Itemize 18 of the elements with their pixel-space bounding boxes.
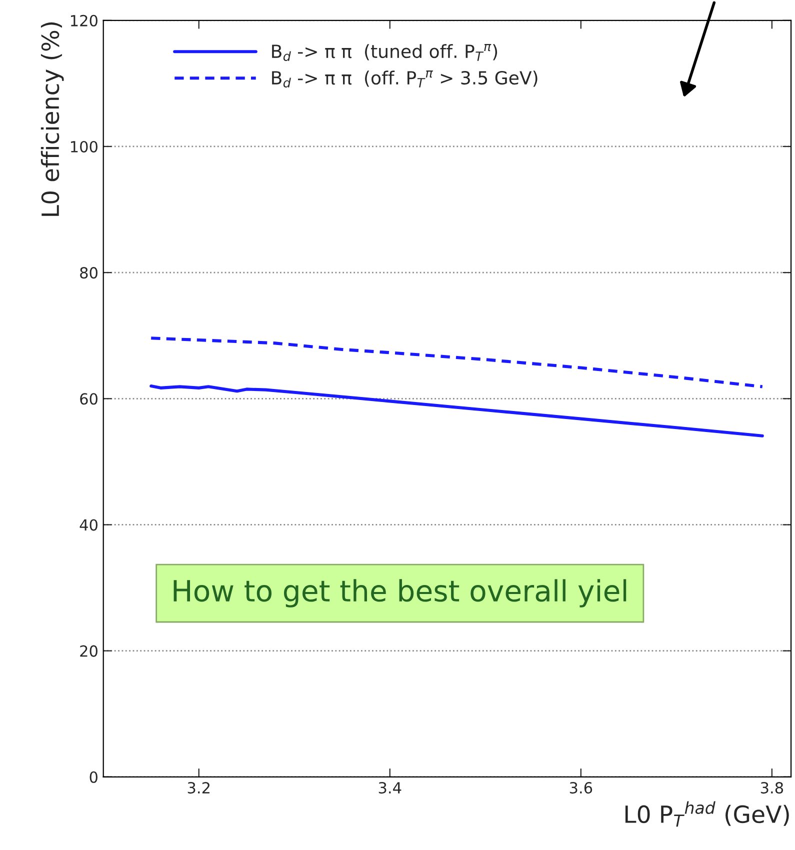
legend-label: B$_{d}$ -> π π (off. P$_{T}$$^{π}$ > 3.5 GeV): [272, 70, 538, 88]
legend-label: B$_{d}$ -> π π (tuned off. P$_{T}$$^{π}$): [272, 44, 498, 61]
x-tick-label: 3.2: [188, 782, 210, 794]
x-tick-label: 3.4: [378, 782, 402, 794]
x-tick-label: 3.6: [570, 782, 592, 794]
line-series: [150, 336, 764, 388]
line-series: [150, 384, 764, 438]
x-tick-label: 3.8: [760, 782, 784, 794]
y-tick-label: 0: [90, 771, 98, 783]
y-tick-label: 100: [71, 140, 98, 153]
y-tick-label: 60: [80, 393, 98, 405]
annotation: How to get the best overall yiel: [174, 579, 626, 608]
x-axis-title: L0 P$_{T}$$^{had}$ (GeV): [625, 801, 789, 827]
y-tick-label: 40: [80, 519, 98, 531]
y-tick-label: 80: [80, 267, 98, 279]
y-tick-label: 120: [71, 14, 98, 26]
y-axis-title: L0 efficiency (%): [40, 22, 64, 216]
y-tick-label: 20: [80, 645, 98, 657]
